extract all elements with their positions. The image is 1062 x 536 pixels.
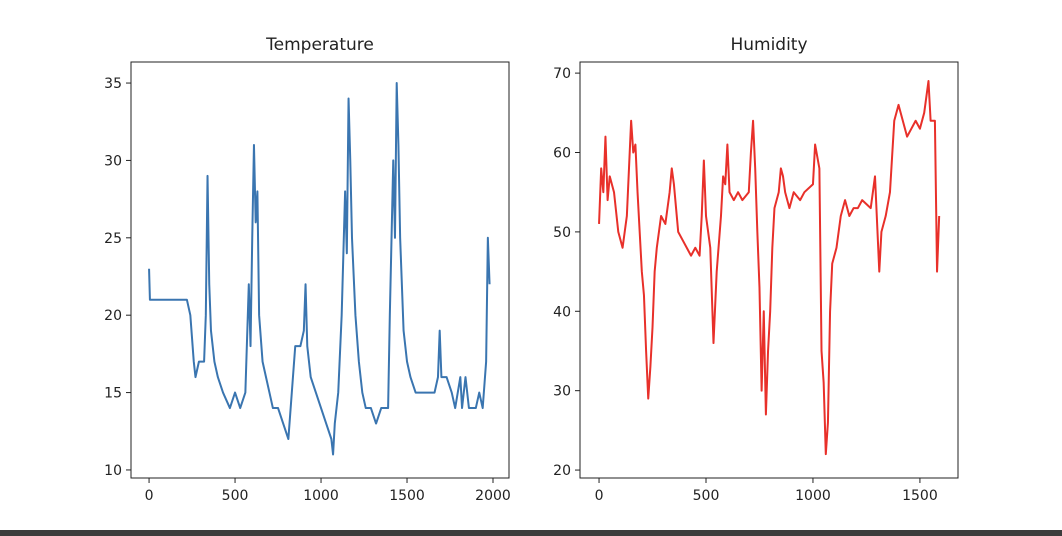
x-tick-label: 0	[595, 488, 604, 504]
y-tick-label: 30	[553, 384, 571, 400]
bottom-bar	[0, 530, 1062, 536]
y-tick-label: 15	[104, 386, 122, 402]
x-tick-label: 1500	[389, 488, 425, 504]
plot-frame	[130, 61, 510, 479]
data-line	[148, 82, 491, 456]
y-tick-label: 20	[553, 463, 571, 479]
x-tick-label: 1500	[902, 488, 938, 504]
y-tick-label: 60	[553, 146, 571, 162]
y-tick-label: 20	[104, 308, 122, 324]
y-tick-label: 50	[553, 225, 571, 241]
chart-title: Temperature	[265, 35, 374, 55]
y-tick-label: 10	[104, 463, 122, 479]
data-line	[598, 80, 941, 456]
plot-frame	[579, 61, 959, 479]
y-tick-label: 30	[104, 153, 122, 169]
x-tick-label: 0	[145, 488, 154, 504]
x-tick-label: 500	[693, 488, 720, 504]
y-tick-label: 40	[553, 304, 571, 320]
x-tick-label: 500	[222, 488, 249, 504]
x-tick-label: 2000	[475, 488, 511, 504]
chart-title: Humidity	[730, 35, 807, 55]
x-tick-label: 1000	[795, 488, 831, 504]
y-tick-label: 35	[104, 76, 122, 92]
y-tick-label: 70	[553, 66, 571, 82]
y-tick-label: 25	[104, 231, 122, 247]
x-tick-label: 1000	[303, 488, 339, 504]
